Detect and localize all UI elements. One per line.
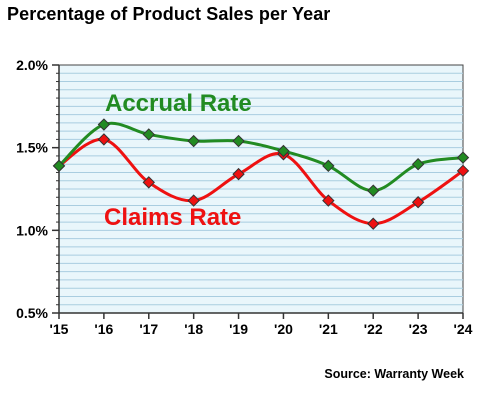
gridlines bbox=[59, 72, 463, 306]
data-point-accrual bbox=[411, 157, 425, 171]
data-point-accrual bbox=[97, 118, 111, 131]
x-tick-label: '21 bbox=[319, 321, 338, 337]
x-axis: '15 '16 '17 '18 '19 '20 '21 '22 '23 '24 bbox=[50, 312, 473, 337]
x-tick-label: '19 bbox=[229, 321, 248, 337]
data-point-accrual bbox=[277, 144, 290, 158]
series-line-accrual bbox=[57, 121, 465, 193]
y-axis: 0.5% 1.0% 1.5% 2.0% bbox=[16, 57, 60, 321]
data-point-accrual bbox=[187, 134, 200, 148]
data-point-accrual bbox=[322, 159, 335, 173]
x-tick-label: '16 bbox=[94, 321, 113, 337]
data-point-claims bbox=[232, 167, 245, 181]
x-tick-label: '24 bbox=[454, 321, 473, 337]
data-point-claims bbox=[187, 194, 200, 207]
series-lines bbox=[57, 121, 465, 226]
data-point-claims bbox=[142, 176, 155, 189]
x-tick-label: '18 bbox=[184, 321, 203, 337]
data-point-accrual bbox=[142, 128, 155, 141]
y-tick-label: 1.0% bbox=[16, 222, 48, 238]
x-tick-label: '20 bbox=[274, 321, 293, 337]
x-tick-label: '22 bbox=[364, 321, 383, 337]
data-point-claims bbox=[367, 217, 380, 230]
data-point-accrual bbox=[456, 151, 470, 164]
data-point-claims bbox=[322, 194, 335, 207]
data-point-claims bbox=[411, 196, 425, 209]
source-note: Source: Warranty Week bbox=[324, 367, 464, 381]
chart-title: Percentage of Product Sales per Year bbox=[7, 4, 331, 24]
series-label-claims: Claims Rate bbox=[104, 204, 241, 231]
y-tick-label: 0.5% bbox=[16, 305, 48, 321]
data-point-claims bbox=[456, 164, 470, 178]
x-tick-label: '23 bbox=[409, 321, 428, 337]
x-tick-label: '17 bbox=[139, 321, 158, 337]
series-label-accrual: Accrual Rate bbox=[105, 90, 252, 117]
y-tick-label: 1.5% bbox=[16, 140, 48, 156]
data-point-claims bbox=[97, 133, 111, 146]
series-markers bbox=[52, 118, 470, 230]
x-tick-label: '15 bbox=[50, 321, 69, 337]
data-point-accrual bbox=[52, 159, 66, 173]
series-line-claims bbox=[57, 137, 465, 226]
data-point-accrual bbox=[367, 184, 380, 197]
data-point-accrual bbox=[232, 134, 245, 148]
y-tick-label: 2.0% bbox=[16, 57, 48, 73]
